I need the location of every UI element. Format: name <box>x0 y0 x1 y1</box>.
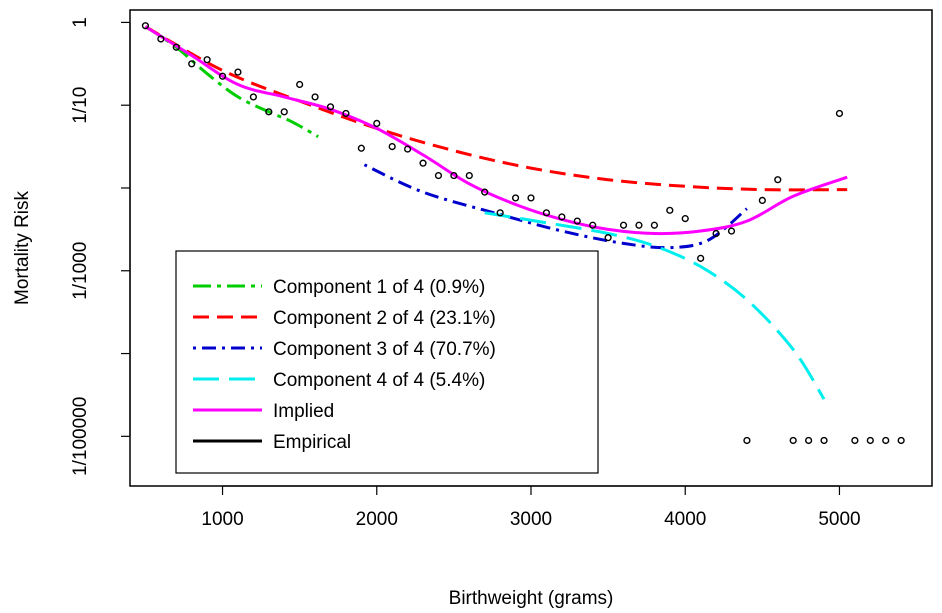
empirical-point <box>141 22 150 30</box>
empirical-point <box>619 221 628 229</box>
empirical-point <box>296 80 304 89</box>
empirical-point <box>234 68 242 76</box>
empirical-point <box>835 109 844 118</box>
legend-box <box>175 250 599 474</box>
legend-label-1: Component 1 of 4 (0.9%) <box>273 277 485 298</box>
x-tick-label: 4000 <box>664 509 706 530</box>
empirical-point <box>774 176 782 184</box>
empirical-point <box>589 221 597 229</box>
x-axis-label: Birthweight (grams) <box>449 588 614 609</box>
empirical-points <box>141 22 905 445</box>
empirical-point <box>188 60 196 68</box>
empirical-point <box>434 171 443 180</box>
x-axis: 1000 2000 3000 4000 5000 <box>201 485 861 530</box>
y-tick-label: 1 <box>70 17 91 28</box>
empirical-point <box>172 43 180 51</box>
empirical-point <box>789 436 797 445</box>
legend-label-6: Empirical <box>273 432 351 453</box>
empirical-point <box>311 93 319 101</box>
series-line-5 <box>144 25 848 236</box>
empirical-point <box>743 436 751 445</box>
series-line-4 <box>484 211 826 400</box>
empirical-point <box>342 109 350 118</box>
empirical-point <box>681 215 689 223</box>
legend-label-3: Component 3 of 4 (70.7%) <box>273 339 496 360</box>
x-tick-label: 5000 <box>818 509 860 530</box>
empirical-point <box>558 213 566 221</box>
empirical-point <box>265 108 273 116</box>
empirical-point <box>450 171 458 180</box>
empirical-point <box>866 436 874 445</box>
empirical-point <box>249 93 257 101</box>
legend-label-4: Component 4 of 4 (5.4%) <box>273 370 485 391</box>
series-line-2 <box>144 25 848 192</box>
empirical-point <box>712 229 720 238</box>
x-tick-label: 3000 <box>510 509 552 530</box>
y-tick-label: 1/1000 <box>70 242 91 300</box>
y-axis: 1 1/10 1/1000 1/100000 <box>70 17 131 476</box>
empirical-point <box>820 436 828 445</box>
x-tick-label: 2000 <box>356 509 398 530</box>
y-tick-label: 1/10 <box>70 87 91 124</box>
empirical-point <box>357 144 365 152</box>
empirical-point <box>527 194 535 202</box>
legend-items: Component 1 of 4 (0.9%) Component 2 of 4 … <box>193 277 496 453</box>
empirical-point <box>465 171 473 180</box>
empirical-point <box>666 206 674 214</box>
y-axis-label: Mortality Risk <box>12 190 33 305</box>
series-lines <box>144 25 848 400</box>
empirical-point <box>511 194 520 202</box>
empirical-point <box>635 221 643 229</box>
empirical-point <box>373 119 381 128</box>
empirical-point <box>388 142 396 151</box>
y-tick-label: 1/100000 <box>70 397 91 476</box>
empirical-point <box>326 103 335 111</box>
empirical-point <box>882 436 890 445</box>
empirical-point <box>697 254 705 262</box>
empirical-point <box>481 188 489 196</box>
empirical-point <box>280 108 288 116</box>
empirical-point <box>758 196 766 205</box>
legend-label-5: Implied <box>273 401 334 422</box>
empirical-point <box>805 436 813 445</box>
empirical-point <box>419 159 427 167</box>
empirical-point <box>573 217 581 225</box>
empirical-point <box>727 227 736 235</box>
empirical-point <box>897 436 905 445</box>
empirical-point <box>851 436 859 445</box>
empirical-point <box>157 35 165 43</box>
empirical-point <box>650 221 658 229</box>
empirical-point <box>203 56 211 64</box>
empirical-point <box>604 234 612 242</box>
empirical-point <box>404 145 412 153</box>
empirical-point <box>496 209 504 217</box>
series-line-3 <box>363 163 748 250</box>
empirical-point <box>542 209 551 217</box>
legend-label-2: Component 2 of 4 (23.1%) <box>273 308 496 329</box>
empirical-point <box>218 72 227 80</box>
legend: Component 1 of 4 (0.9%) Component 2 of 4 … <box>175 250 599 474</box>
x-tick-label: 1000 <box>201 509 243 530</box>
